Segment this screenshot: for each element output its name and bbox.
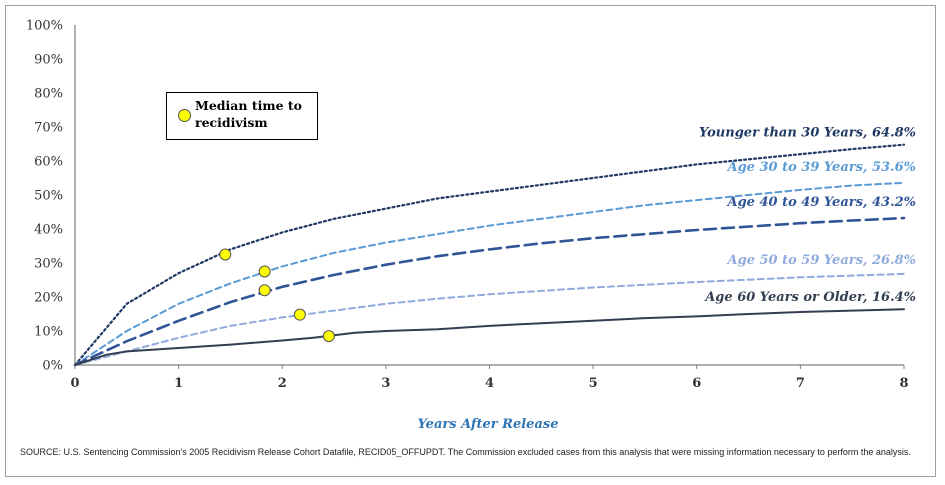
x-tick-label: 5 — [589, 376, 598, 391]
y-tick-label: 90% — [34, 53, 63, 68]
series-line-1 — [73, 143, 906, 367]
series-label-1: Younger than 30 Years, 64.8% — [699, 126, 916, 141]
y-tick-label: 10% — [34, 325, 63, 340]
series-line-3 — [73, 216, 906, 367]
median-markers — [219, 248, 335, 343]
x-tick-label: 4 — [485, 376, 494, 391]
x-tick-label: 1 — [174, 376, 183, 391]
y-tick-label: 40% — [34, 223, 63, 238]
legend-label: Median time to recidivism — [195, 98, 302, 130]
legend: Median time to recidivism — [166, 92, 318, 140]
median-marker-1 — [219, 248, 232, 261]
x-axis-label: Years After Release — [418, 417, 559, 432]
y-tick-label: 20% — [34, 291, 63, 306]
y-tick-label: 60% — [34, 155, 63, 170]
x-tick-label: 0 — [70, 376, 79, 391]
x-tick-label: 3 — [381, 376, 390, 391]
median-marker-3 — [258, 284, 271, 297]
series-label-3: Age 40 to 49 Years, 43.2% — [726, 195, 917, 210]
y-tick-label: 70% — [34, 121, 63, 136]
series-label-2: Age 30 to 39 Years, 53.6% — [726, 160, 917, 175]
y-tick-label: 80% — [34, 87, 63, 102]
x-tick-label: 2 — [278, 376, 287, 391]
series-label-5: Age 60 Years or Older, 16.4% — [703, 290, 916, 305]
x-tick-label: 7 — [796, 376, 805, 391]
y-axis-ticks: 0% 10% 20% 30% 40% 50% 60% 70% 80% 90% 100% — [26, 19, 63, 374]
x-tick-label: 6 — [692, 376, 701, 391]
series-label-4: Age 50 to 59 Years, 26.8% — [726, 253, 917, 268]
y-tick-label: 30% — [34, 257, 63, 272]
chart-frame — [5, 5, 936, 477]
legend-median-marker — [178, 109, 191, 122]
x-tick-label: 8 — [899, 376, 908, 391]
series-line-4 — [74, 272, 905, 366]
y-tick-label: 0% — [42, 359, 63, 374]
series-lines — [73, 143, 906, 367]
median-marker-2 — [258, 265, 271, 278]
series-labels: Younger than 30 Years, 64.8% Age 30 to 39… — [699, 126, 916, 306]
median-marker-5 — [322, 330, 335, 343]
series-line-2 — [74, 181, 905, 366]
y-tick-label: 100% — [26, 19, 63, 34]
source-note: SOURCE: U.S. Sentencing Commission's 200… — [20, 447, 911, 457]
series-line-5 — [74, 308, 905, 366]
median-marker-4 — [293, 308, 306, 321]
y-tick-label: 50% — [34, 189, 63, 204]
x-axis-ticks: 0 1 2 3 4 5 6 7 8 — [70, 365, 909, 391]
